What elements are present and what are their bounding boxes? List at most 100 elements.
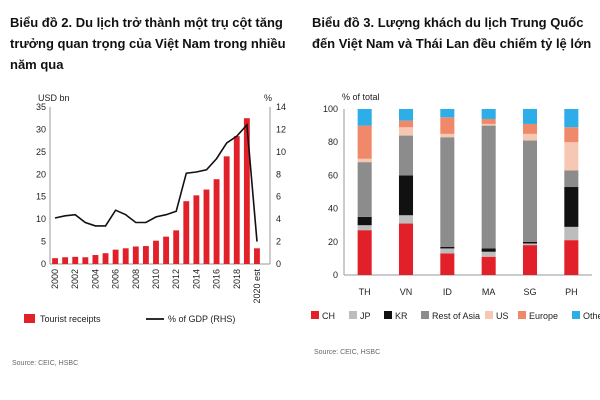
bar-tourist-receipts	[223, 156, 230, 264]
stack-segment-us	[564, 142, 579, 171]
stack-segment-kr	[440, 246, 455, 249]
legend-label-kr: KR	[395, 311, 408, 321]
bar-tourist-receipts	[173, 230, 180, 264]
stack-segment-rest-of-asia	[398, 135, 414, 176]
x-tick-label: 2016	[212, 269, 222, 289]
stack-segment-us	[398, 127, 414, 136]
y-right-axis-label: %	[264, 93, 272, 103]
x-tick-label: 2010	[151, 269, 161, 289]
chart-panel-tourism-receipts: Biểu đồ 2. Du lịch trở thành một trụ cột…	[10, 15, 286, 367]
stack-segment-others	[398, 109, 414, 121]
stack-segment-others	[481, 109, 496, 119]
stack-segment-jp	[357, 225, 372, 231]
source-note: Source: CEIC, HSBC	[314, 349, 381, 356]
y-right-tick-label: 6	[276, 192, 281, 202]
x-tick-label: 2006	[111, 269, 121, 289]
x-tick-label: 2008	[131, 269, 141, 289]
bar-tourist-receipts	[62, 257, 69, 264]
bar-tourist-receipts	[122, 248, 129, 264]
stack-segment-others	[522, 109, 538, 124]
bar-tourist-receipts	[92, 255, 99, 264]
stack-segment-jp	[440, 248, 455, 254]
y-left-tick-label: 30	[36, 124, 46, 134]
legend-swatch-europe	[518, 311, 526, 319]
bar-tourist-receipts	[183, 201, 190, 264]
y-left-tick-label: 5	[41, 237, 46, 247]
y-right-tick-label: 12	[276, 124, 286, 134]
bar-tourist-receipts	[52, 258, 58, 264]
legend-swatch-others	[572, 311, 580, 319]
bar-tourist-receipts	[203, 189, 210, 264]
bar-tourist-receipts	[112, 249, 119, 264]
stack-segment-europe	[357, 125, 372, 159]
y-axis-label: % of total	[342, 92, 380, 102]
stack-segment-europe	[481, 118, 496, 124]
stack-segment-kr	[481, 248, 496, 252]
legend-swatch-ch	[311, 311, 319, 319]
bar-tourist-receipts	[243, 118, 250, 264]
x-tick-label: 2002	[70, 269, 80, 289]
stack-segment-ch	[481, 256, 496, 275]
y-right-tick-label: 8	[276, 169, 281, 179]
stack-segment-others	[564, 109, 579, 128]
y-right-tick-label: 14	[276, 102, 286, 112]
bar-tourist-receipts	[233, 136, 240, 264]
y-right-tick-label: 10	[276, 147, 286, 157]
legend-label-gdp-share: % of GDP (RHS)	[168, 314, 235, 324]
y-left-tick-label: 25	[36, 147, 46, 157]
stack-segment-kr	[357, 216, 372, 226]
legend-label-ch: CH	[322, 311, 335, 321]
y-right-tick-label: 2	[276, 237, 281, 247]
x-tick-label: PH	[565, 287, 578, 297]
stack-segment-rest-of-asia	[522, 140, 538, 242]
stack-segment-kr	[398, 175, 414, 216]
stack-segment-ch	[564, 240, 579, 275]
chart-panel-chinese-tourists: Biểu đồ 3. Lượng khách du lịch Trung Quố…	[308, 0, 600, 400]
bar-tourist-receipts	[72, 256, 79, 264]
x-tick-label: ID	[443, 287, 453, 297]
bar-tourist-receipts	[254, 248, 260, 264]
stack-segment-rest-of-asia	[564, 170, 579, 188]
legend-label-others: Others	[583, 311, 600, 321]
y-right-tick-label: 4	[276, 214, 281, 224]
source-note: Source: CEIC, HSBC	[12, 360, 79, 367]
stack-segment-ch	[522, 245, 538, 275]
y-tick-label: 80	[328, 137, 338, 147]
stack-segment-jp	[522, 243, 538, 246]
stack-segment-kr	[522, 241, 538, 244]
y-left-tick-label: 20	[36, 169, 46, 179]
bar-tourist-receipts	[163, 236, 170, 264]
stack-segment-ch	[357, 230, 372, 275]
y-tick-label: 20	[328, 237, 338, 247]
x-tick-label: 2004	[90, 269, 100, 289]
legend-swatch-rest-of-asia	[421, 311, 429, 319]
chart-title: Biểu đồ 3. Lượng khách du lịch Trung Quố…	[312, 15, 592, 51]
legend-swatch-kr	[384, 311, 392, 319]
stack-segment-us	[522, 133, 538, 141]
bar-tourist-receipts	[193, 195, 200, 264]
x-tick-label: MA	[482, 287, 496, 297]
legend-swatch-tourist-receipts	[24, 314, 35, 323]
stack-segment-rest-of-asia	[357, 162, 372, 217]
legend-label-jp: JP	[360, 311, 371, 321]
legend-label-tourist-receipts: Tourist receipts	[40, 314, 101, 324]
stack-segment-rest-of-asia	[481, 125, 496, 249]
x-tick-label: 2020 est	[252, 269, 262, 304]
chart-title: Biểu đồ 2. Du lịch trở thành một trụ cột…	[10, 15, 286, 72]
bar-tourist-receipts	[142, 246, 149, 264]
x-tick-label: 2000	[50, 269, 60, 289]
stack-segment-europe	[398, 120, 414, 128]
tourism-receipts-chart: USD bn % 0 5 10 15 20 25 30 35 0 2 4 6 8 10 12 14 2000 2002…	[24, 93, 286, 324]
stack-segment-europe	[564, 127, 579, 143]
stack-segment-others	[357, 109, 372, 126]
y-tick-label: 0	[333, 270, 338, 280]
x-tick-label: 2014	[191, 269, 201, 289]
stack-segment-us	[440, 133, 455, 138]
stack-segment-ch	[440, 253, 455, 275]
x-tick-label: 2018	[232, 269, 242, 289]
x-tick-label: VN	[400, 287, 413, 297]
legend-label-rest-of-asia: Rest of Asia	[432, 311, 480, 321]
legend-label-us: US	[496, 311, 509, 321]
tourist-share-chart: % of total 0 20 40 60 80 100 TH VN ID MA SG PH CH JP KR…	[311, 92, 600, 321]
stack-segment-jp	[398, 215, 414, 224]
